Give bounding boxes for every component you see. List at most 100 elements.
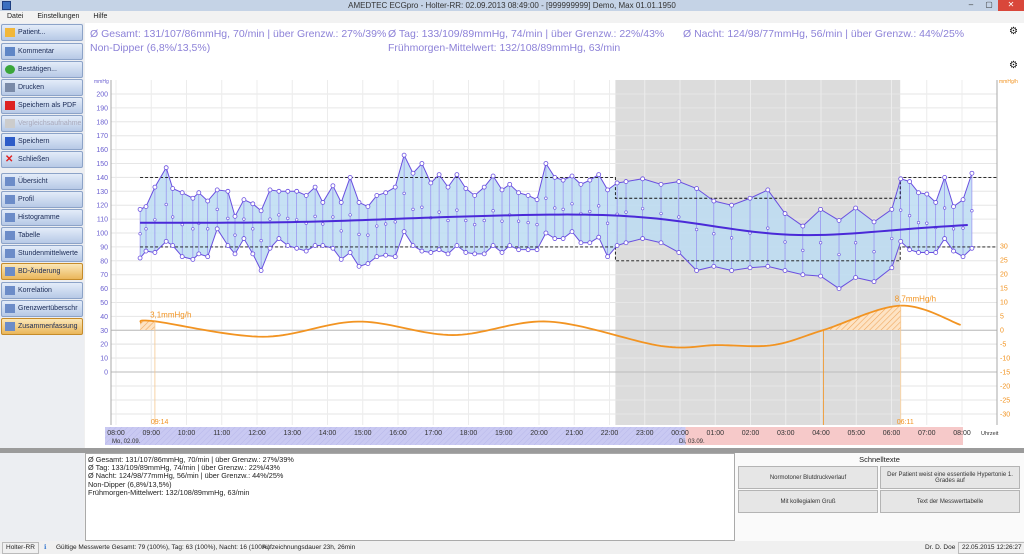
systolic-point xyxy=(516,190,522,196)
sidebar-item-drucken[interactable]: Drucken xyxy=(1,79,83,96)
diastolic-point xyxy=(481,251,487,257)
diastolic-point xyxy=(560,236,566,241)
left-tick-label: 170 xyxy=(96,133,108,140)
diastolic-point xyxy=(303,248,309,254)
systolic-point xyxy=(481,184,487,190)
sidebar-item-label: Korrelation xyxy=(18,287,52,294)
systolic-point xyxy=(338,200,344,205)
stat-nacht: Ø Nacht: 124/98/77mmHg, 56/min | über Gr… xyxy=(683,28,965,40)
systolic-point xyxy=(640,176,646,182)
close-button[interactable]: ✕ xyxy=(998,0,1024,11)
sidebar-item-stundenmittelwerte[interactable]: Stundenmittelwerte xyxy=(1,245,83,262)
systolic-point xyxy=(303,193,309,198)
diastolic-point xyxy=(401,229,407,235)
mean-point xyxy=(854,241,858,245)
diastolic-point xyxy=(516,247,522,253)
diastolic-point xyxy=(924,250,930,255)
sidebar-item-grenzwertüberschr[interactable]: Grenzwertüberschr xyxy=(1,300,83,317)
diastolic-point xyxy=(543,230,549,236)
systolic-point xyxy=(190,195,196,201)
mean-point xyxy=(535,223,539,227)
mean-point xyxy=(916,220,921,225)
minimize-button[interactable]: – xyxy=(968,0,974,9)
mean-point xyxy=(226,216,230,221)
systolic-point xyxy=(658,181,664,187)
sidebar: Patient... Kommentar Bestätigen... Drucken S… xyxy=(0,23,84,541)
maximize-button[interactable]: ▢ xyxy=(985,0,993,9)
menu-hilfe[interactable]: Hilfe xyxy=(93,13,108,20)
sidebar-item-tabelle[interactable]: Tabelle xyxy=(1,227,83,244)
quick-text-button[interactable]: Normotoner Blutdruckverlauf xyxy=(738,466,878,489)
diastolic-line xyxy=(139,227,973,290)
mean-point xyxy=(348,213,352,217)
diastolic-point xyxy=(383,252,389,258)
mean-point xyxy=(801,248,805,252)
sidebar-item-übersicht[interactable]: Übersicht xyxy=(1,173,83,190)
diastolic-point xyxy=(729,268,735,273)
right-tick-label: 0 xyxy=(1000,328,1004,335)
systolic-point xyxy=(428,180,434,186)
mean-point xyxy=(819,241,823,245)
sidebar-item-profil[interactable]: Profil xyxy=(1,191,83,208)
diastolic-point xyxy=(569,229,575,235)
time-tick-label: 00:00 xyxy=(671,430,689,437)
date-label: Mo, 02.09. xyxy=(112,439,141,445)
systolic-point xyxy=(152,184,158,190)
systolic-point xyxy=(163,165,169,171)
bp-change-line xyxy=(139,304,961,349)
systolic-point xyxy=(143,204,149,209)
time-tick-label: 12:00 xyxy=(248,430,266,437)
systolic-point xyxy=(623,179,629,184)
sidebar-item-zusammenfassung[interactable]: Zusammenfassung xyxy=(1,318,83,335)
diastolic-point xyxy=(294,245,300,251)
sidebar-item-label: Profil xyxy=(18,196,34,203)
left-tick-label: 130 xyxy=(96,189,108,196)
sidebar-item-vergleichsaufnahme: Vergleichsaufnahme xyxy=(1,115,83,132)
diastolic-point xyxy=(676,250,682,255)
diastolic-point xyxy=(711,263,717,269)
quick-text-button[interactable]: Text der Messwerttabelle xyxy=(880,490,1020,513)
systolic-point xyxy=(267,187,273,193)
diastolic-point xyxy=(587,240,593,246)
sidebar-item-schließen[interactable]: ✕ Schließen xyxy=(1,151,83,168)
sidebar-item-bd-änderung[interactable]: BD-Änderung xyxy=(1,263,83,280)
diastolic-point xyxy=(190,257,196,262)
splitter[interactable] xyxy=(0,448,1024,453)
sidebar-item-bestätigen[interactable]: Bestätigen... xyxy=(1,61,83,78)
annotation-label: 8,7mmHg/h xyxy=(895,295,936,304)
sidebar-item-histogramme[interactable]: Histogramme xyxy=(1,209,83,226)
diastolic-point xyxy=(225,243,231,248)
menu-einstellungen[interactable]: Einstellungen xyxy=(37,13,80,20)
systolic-point xyxy=(596,172,602,178)
mean-point xyxy=(464,218,468,223)
menu-datei[interactable]: Datei xyxy=(7,13,24,20)
diastolic-point xyxy=(871,279,877,285)
sidebar-item-speichern[interactable]: Speichern xyxy=(1,133,83,150)
diastolic-point xyxy=(747,265,753,271)
chart-svg: mmHg010203040506070809010011012013014015… xyxy=(94,79,1018,445)
diastolic-point xyxy=(374,254,380,260)
quick-text-button[interactable]: Mit kollegialem Gruß xyxy=(738,490,878,513)
chart-settings-gear-icon[interactable]: ⚙ xyxy=(1009,60,1018,71)
stats-textarea[interactable]: Ø Gesamt: 131/107/86mmHg, 70/min | über … xyxy=(85,453,735,541)
sidebar-item-label: Drucken xyxy=(18,84,45,91)
sidebar-item-patient[interactable]: Patient... xyxy=(1,24,83,41)
diastolic-point xyxy=(889,265,895,271)
mean-point xyxy=(606,221,610,225)
sidebar-item-speichern-als-pdf[interactable]: Speichern als PDF xyxy=(1,97,83,114)
mean-point xyxy=(925,221,929,225)
gear-icon[interactable]: ⚙ xyxy=(1009,26,1018,37)
systolic-point xyxy=(276,188,282,194)
time-tick-label: 08:00 xyxy=(107,430,125,437)
diastolic-point xyxy=(163,238,169,244)
systolic-point xyxy=(410,170,416,176)
mean-point xyxy=(138,232,142,236)
sidebar-item-korrelation[interactable]: Korrelation xyxy=(1,282,83,299)
systolic-point xyxy=(907,179,913,184)
systolic-point xyxy=(205,198,211,204)
quick-text-button[interactable]: Der Patient weist eine essentielle Hyper… xyxy=(880,466,1020,489)
sidebar-item-kommentar[interactable]: Kommentar xyxy=(1,43,83,60)
report-icon xyxy=(5,177,15,186)
diastolic-point xyxy=(428,250,434,255)
systolic-point xyxy=(889,206,895,212)
